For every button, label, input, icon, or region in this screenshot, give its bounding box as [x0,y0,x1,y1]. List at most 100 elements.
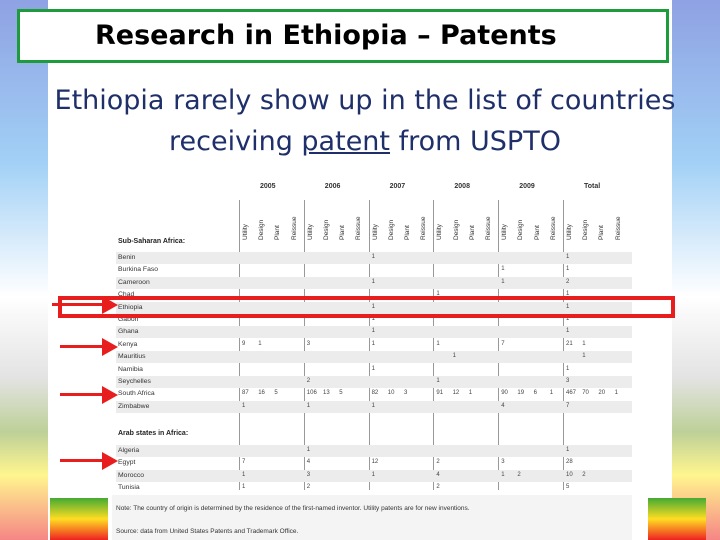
table-row: Burkina Faso 1 1 [116,264,632,276]
year-header: 2005 [260,183,276,190]
column-type-label: Utility [436,224,444,240]
country-name: Ghana [118,328,139,336]
country-name: Benin [118,254,136,261]
table-cell: 3 [306,340,311,347]
country-name: Chad [118,291,135,299]
column-type-label: Reissue [420,216,428,240]
column-type-header: Design [258,202,268,242]
column-type-label: Utility [501,224,509,240]
table-cell: 1 [566,254,570,260]
column-type-header: Plant [404,202,414,242]
table-cell: 1 [371,340,375,347]
column-type-header: Utility [566,202,576,242]
table-cell: 1 [371,402,375,409]
slide-title: Research in Ethiopia – Patents [95,20,557,51]
table-cell: 87 [242,390,249,397]
bottom-right-color-strip [648,498,706,540]
column-type-header: Utility [436,202,446,242]
column-type-header: Plant [469,202,479,242]
table-cell: 467 [566,390,577,397]
table-cell: 1 [306,402,311,409]
table-cell: 1 [436,291,440,298]
year-header: 2007 [389,183,406,190]
year-separator [498,200,500,490]
column-type-label: Design [323,219,330,240]
table-cell: 1 [566,266,570,273]
column-type-label: Plant [404,225,411,240]
table-cell: 1 [549,390,554,397]
table-cell: 1 [371,365,375,372]
column-type-label: Plant [598,225,606,240]
table-cell: 1 [306,447,311,453]
column-type-label: Utility [306,224,314,240]
year-header: 2008 [454,183,470,190]
year-header: 2009 [519,183,535,190]
table-cell: 2 [582,471,586,478]
table-cell: 1 [371,278,375,285]
table-cell: 91 [436,390,444,397]
bottom-left-color-strip [50,498,108,540]
column-type-header: Utility [372,202,382,242]
right-rainbow-border [672,0,720,540]
table-row: Chad 1 1 [116,289,632,301]
table-cell: 1 [501,278,505,285]
table-cell: 19 [517,390,525,397]
table-cell: 10 [566,471,573,478]
column-type-label: Reissue [355,216,363,240]
country-name: Tunisia [118,484,140,492]
country-name: Cameroon [118,278,150,286]
table-note-area: Note: The country of origin is determine… [112,495,632,540]
table-cell: 1 [614,390,618,397]
year-header: 2006 [324,183,341,190]
country-name: Namibia [118,365,143,373]
table-cell: 6 [533,390,537,397]
table-note: Note: The country of origin is determine… [116,505,470,512]
year-separator [563,200,564,490]
table-cell: 5 [274,390,278,397]
column-type-header: Utility [242,202,252,242]
country-name: Algeria [118,447,140,454]
year-separator [433,200,435,490]
table-cell: 106 [306,390,317,397]
column-type-label: Design [258,219,266,240]
column-type-header: Utility [307,202,317,242]
table-row: Ghana 1 1 [116,326,632,339]
country-name: Burkina Faso [118,266,159,274]
table-cell: 1 [582,340,586,347]
table-row: Tunisia 1 2 2 5 [116,482,632,494]
table-cell: 3 [404,390,408,397]
column-type-header: Design [517,202,527,242]
table-cell: 21 [566,340,573,347]
year-separator [368,200,370,490]
subtitle-patent-link[interactable]: patent [301,126,391,157]
table-row: Kenya 9 1 3 1 1 7 21 1 [116,339,632,351]
table-cell: 1 [566,447,570,453]
table-cell: 2 [306,484,311,491]
table-row: South Africa 87 16 5 106 13 5 82 10 3 91 12 1 90 19 6 1 4… [116,388,632,400]
subtitle-text-1: Ethiopia rarely show up in the list of c… [54,85,676,157]
table-cell: 2 [306,378,311,384]
table-cell: 1 [501,266,505,273]
table-cell: 4 [306,459,311,466]
year-separator [303,200,305,490]
country-name: Seychelles [118,378,151,385]
table-cell: 20 [598,390,606,397]
table-row: Seychelles 2 1 3 [116,376,632,388]
column-type-header: Design [388,202,398,242]
table-cell: 13 [323,390,330,397]
country-name: Mauritius [118,353,146,361]
column-type-label: Reissue [290,216,298,240]
column-type-label: Reissue [614,216,622,240]
country-name: Egypt [118,459,136,467]
table-cell: 1 [566,365,570,372]
column-type-label: Design [387,219,395,240]
column-type-header: Reissue [550,202,560,242]
table-cell: 1 [371,471,375,478]
table-cell: 1 [242,484,246,491]
section-heading-sub-saharan: Sub-Saharan Africa: [118,238,186,245]
column-type-header: Reissue [485,202,495,242]
table-cell: 1 [582,353,586,360]
year-header: Total [584,183,601,190]
column-type-header: Design [453,202,463,242]
table-cell: 1 [242,402,246,409]
